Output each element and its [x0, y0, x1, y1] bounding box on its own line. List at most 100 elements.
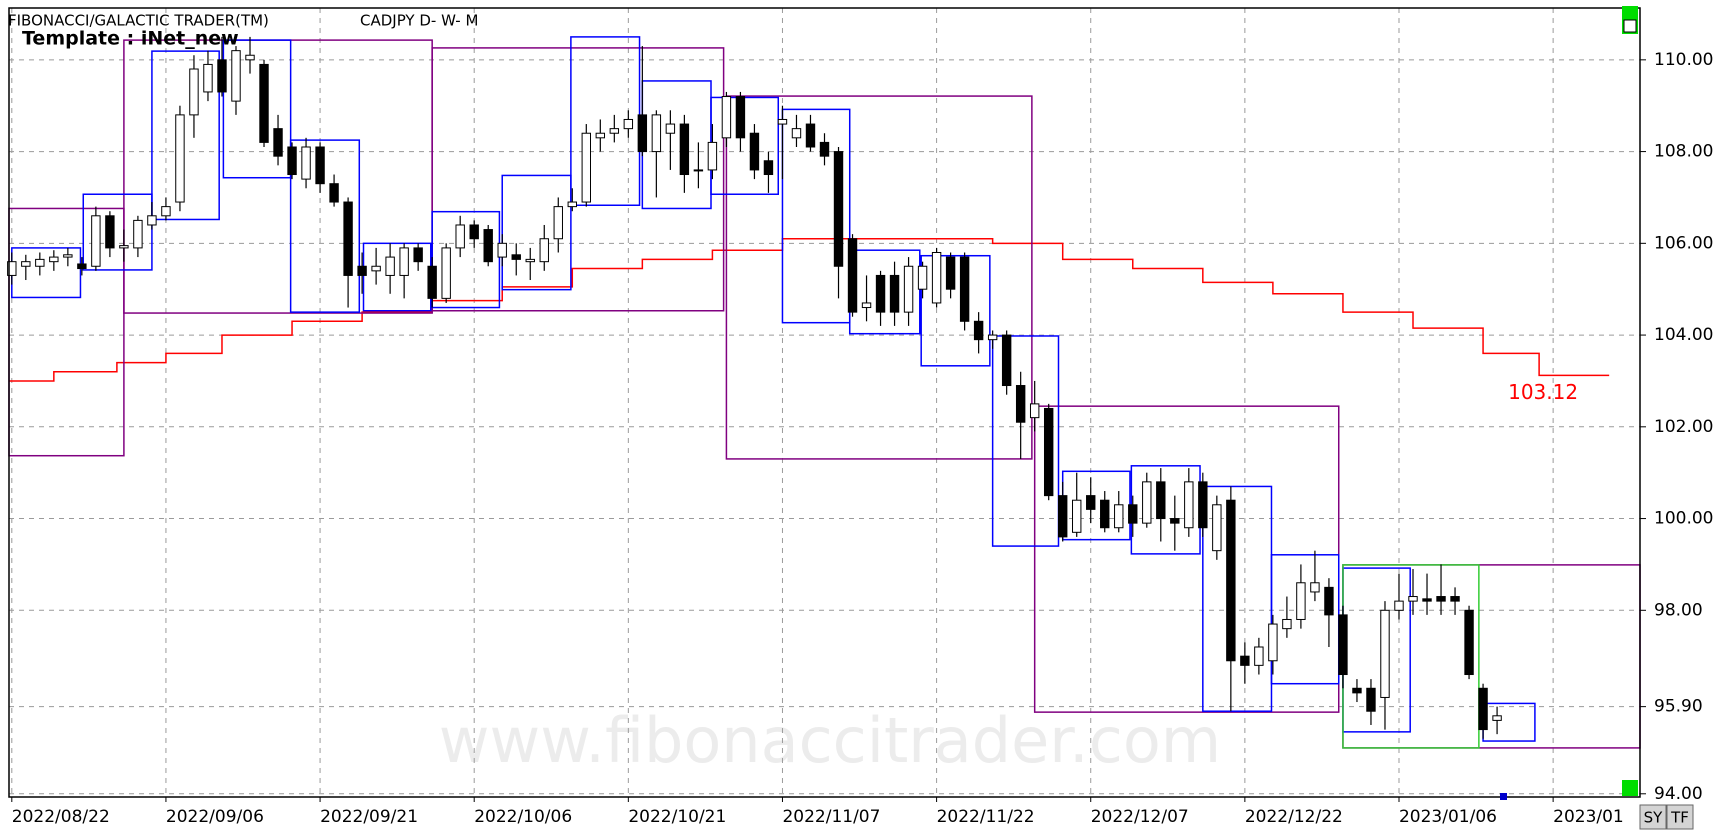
- candle-body: [777, 118, 788, 125]
- range-box: [82, 193, 153, 271]
- watermark: www.fibonaccitrader.com: [439, 704, 1221, 777]
- candle-body: [1156, 481, 1166, 520]
- candle-body: [105, 215, 115, 249]
- range-box: [289, 139, 361, 313]
- candle-body: [679, 123, 690, 176]
- candle-body: [1184, 481, 1194, 529]
- candle-body: [1450, 596, 1460, 602]
- candle-body: [1310, 582, 1320, 593]
- button-label[interactable]: SY: [1644, 809, 1664, 827]
- candle-body: [511, 254, 521, 260]
- candle-body: [427, 265, 437, 299]
- plot-area: [7, 8, 1641, 797]
- candle-body: [1086, 495, 1096, 510]
- candle-body: [1240, 655, 1250, 666]
- y-tick-label: 100.00: [1654, 509, 1713, 529]
- candle-body: [1128, 504, 1138, 524]
- x-tick-label: 2022/10/06: [474, 807, 572, 827]
- x-tick-label: 2023/01/06: [1399, 807, 1497, 827]
- y-tick-label: 95.90: [1654, 697, 1703, 717]
- candle-body: [49, 256, 59, 263]
- corner-box[interactable]: [1623, 19, 1637, 33]
- candle-body: [581, 132, 591, 203]
- y-tick-label: 106.00: [1654, 233, 1713, 253]
- candle-body: [455, 224, 465, 249]
- x-tick-label: 2022/12/07: [1091, 807, 1189, 827]
- candle-body: [1268, 623, 1278, 662]
- candle-body: [749, 132, 760, 171]
- candle-body: [791, 128, 802, 139]
- x-tick-label: 2022/10/21: [628, 807, 726, 827]
- range-box: [501, 174, 572, 291]
- candle-body: [161, 206, 171, 217]
- candle-body: [595, 132, 606, 139]
- step-line: [9, 237, 1610, 382]
- candle-body: [763, 160, 774, 176]
- candle-body: [399, 247, 409, 276]
- button[interactable]: [1639, 804, 1667, 830]
- candle-body: [721, 96, 732, 139]
- x-tick-label: 2022/08/22: [12, 807, 110, 827]
- candle-body: [931, 251, 942, 304]
- candle-body: [497, 242, 507, 258]
- corner-marker: [1622, 780, 1638, 796]
- candle-body: [567, 201, 577, 208]
- candle-body: [959, 256, 970, 322]
- candle-body: [1226, 499, 1236, 662]
- candle-body: [63, 254, 73, 258]
- candle-body: [1282, 618, 1292, 630]
- candle-body: [1436, 596, 1446, 602]
- candle-body: [987, 334, 998, 341]
- range-box: [151, 50, 220, 221]
- candle-body: [1212, 504, 1222, 552]
- candle-body: [973, 320, 984, 341]
- y-tick-label: 110.00: [1654, 50, 1713, 70]
- candle-body: [35, 258, 45, 267]
- range-box: [725, 95, 1033, 460]
- x-tick-label: 2022/11/07: [782, 807, 880, 827]
- candle-body: [469, 224, 479, 240]
- candle-body: [945, 256, 956, 290]
- candle-body: [889, 274, 900, 313]
- candle-body: [203, 63, 213, 93]
- candle-body: [7, 261, 17, 276]
- button-label[interactable]: TF: [1670, 809, 1689, 827]
- candle-body: [1029, 403, 1040, 419]
- candle-body: [539, 238, 549, 263]
- candle-body: [833, 151, 844, 267]
- candle-body: [245, 54, 255, 61]
- candle-body: [441, 247, 451, 299]
- y-tick-label: 94.00: [1654, 784, 1703, 804]
- candle-body: [371, 265, 381, 272]
- candle-body: [1072, 499, 1082, 533]
- candle-body: [1170, 518, 1180, 524]
- candle-body: [875, 274, 886, 313]
- range-box: [920, 254, 991, 367]
- button[interactable]: [1666, 804, 1694, 830]
- candle-body: [259, 63, 269, 143]
- candle-body: [665, 123, 676, 134]
- chart-title: FIBONACCI/GALACTIC TRADER(TM): [8, 12, 269, 30]
- candle-body: [189, 68, 199, 116]
- candle-body: [413, 247, 423, 263]
- candle-body: [623, 118, 634, 130]
- x-tick-label: 2022/09/06: [166, 807, 264, 827]
- candle-body: [1464, 609, 1474, 676]
- candle-body: [21, 261, 31, 267]
- candle-body: [1394, 600, 1404, 611]
- range-box: [222, 39, 292, 179]
- candle-body: [847, 238, 858, 313]
- candle-body: [315, 146, 325, 185]
- x-tick-label: 2022/11/22: [937, 807, 1035, 827]
- candle-body: [1114, 504, 1124, 529]
- y-tick-label: 102.00: [1654, 417, 1713, 437]
- position-marker: [1500, 793, 1507, 800]
- chart-subtitle: CADJPY D- W- M: [360, 12, 478, 30]
- candle-body: [343, 201, 353, 276]
- range-box: [991, 335, 1060, 547]
- candle-body: [385, 256, 395, 276]
- candle-body: [805, 123, 816, 148]
- plot-frame: [8, 7, 1641, 798]
